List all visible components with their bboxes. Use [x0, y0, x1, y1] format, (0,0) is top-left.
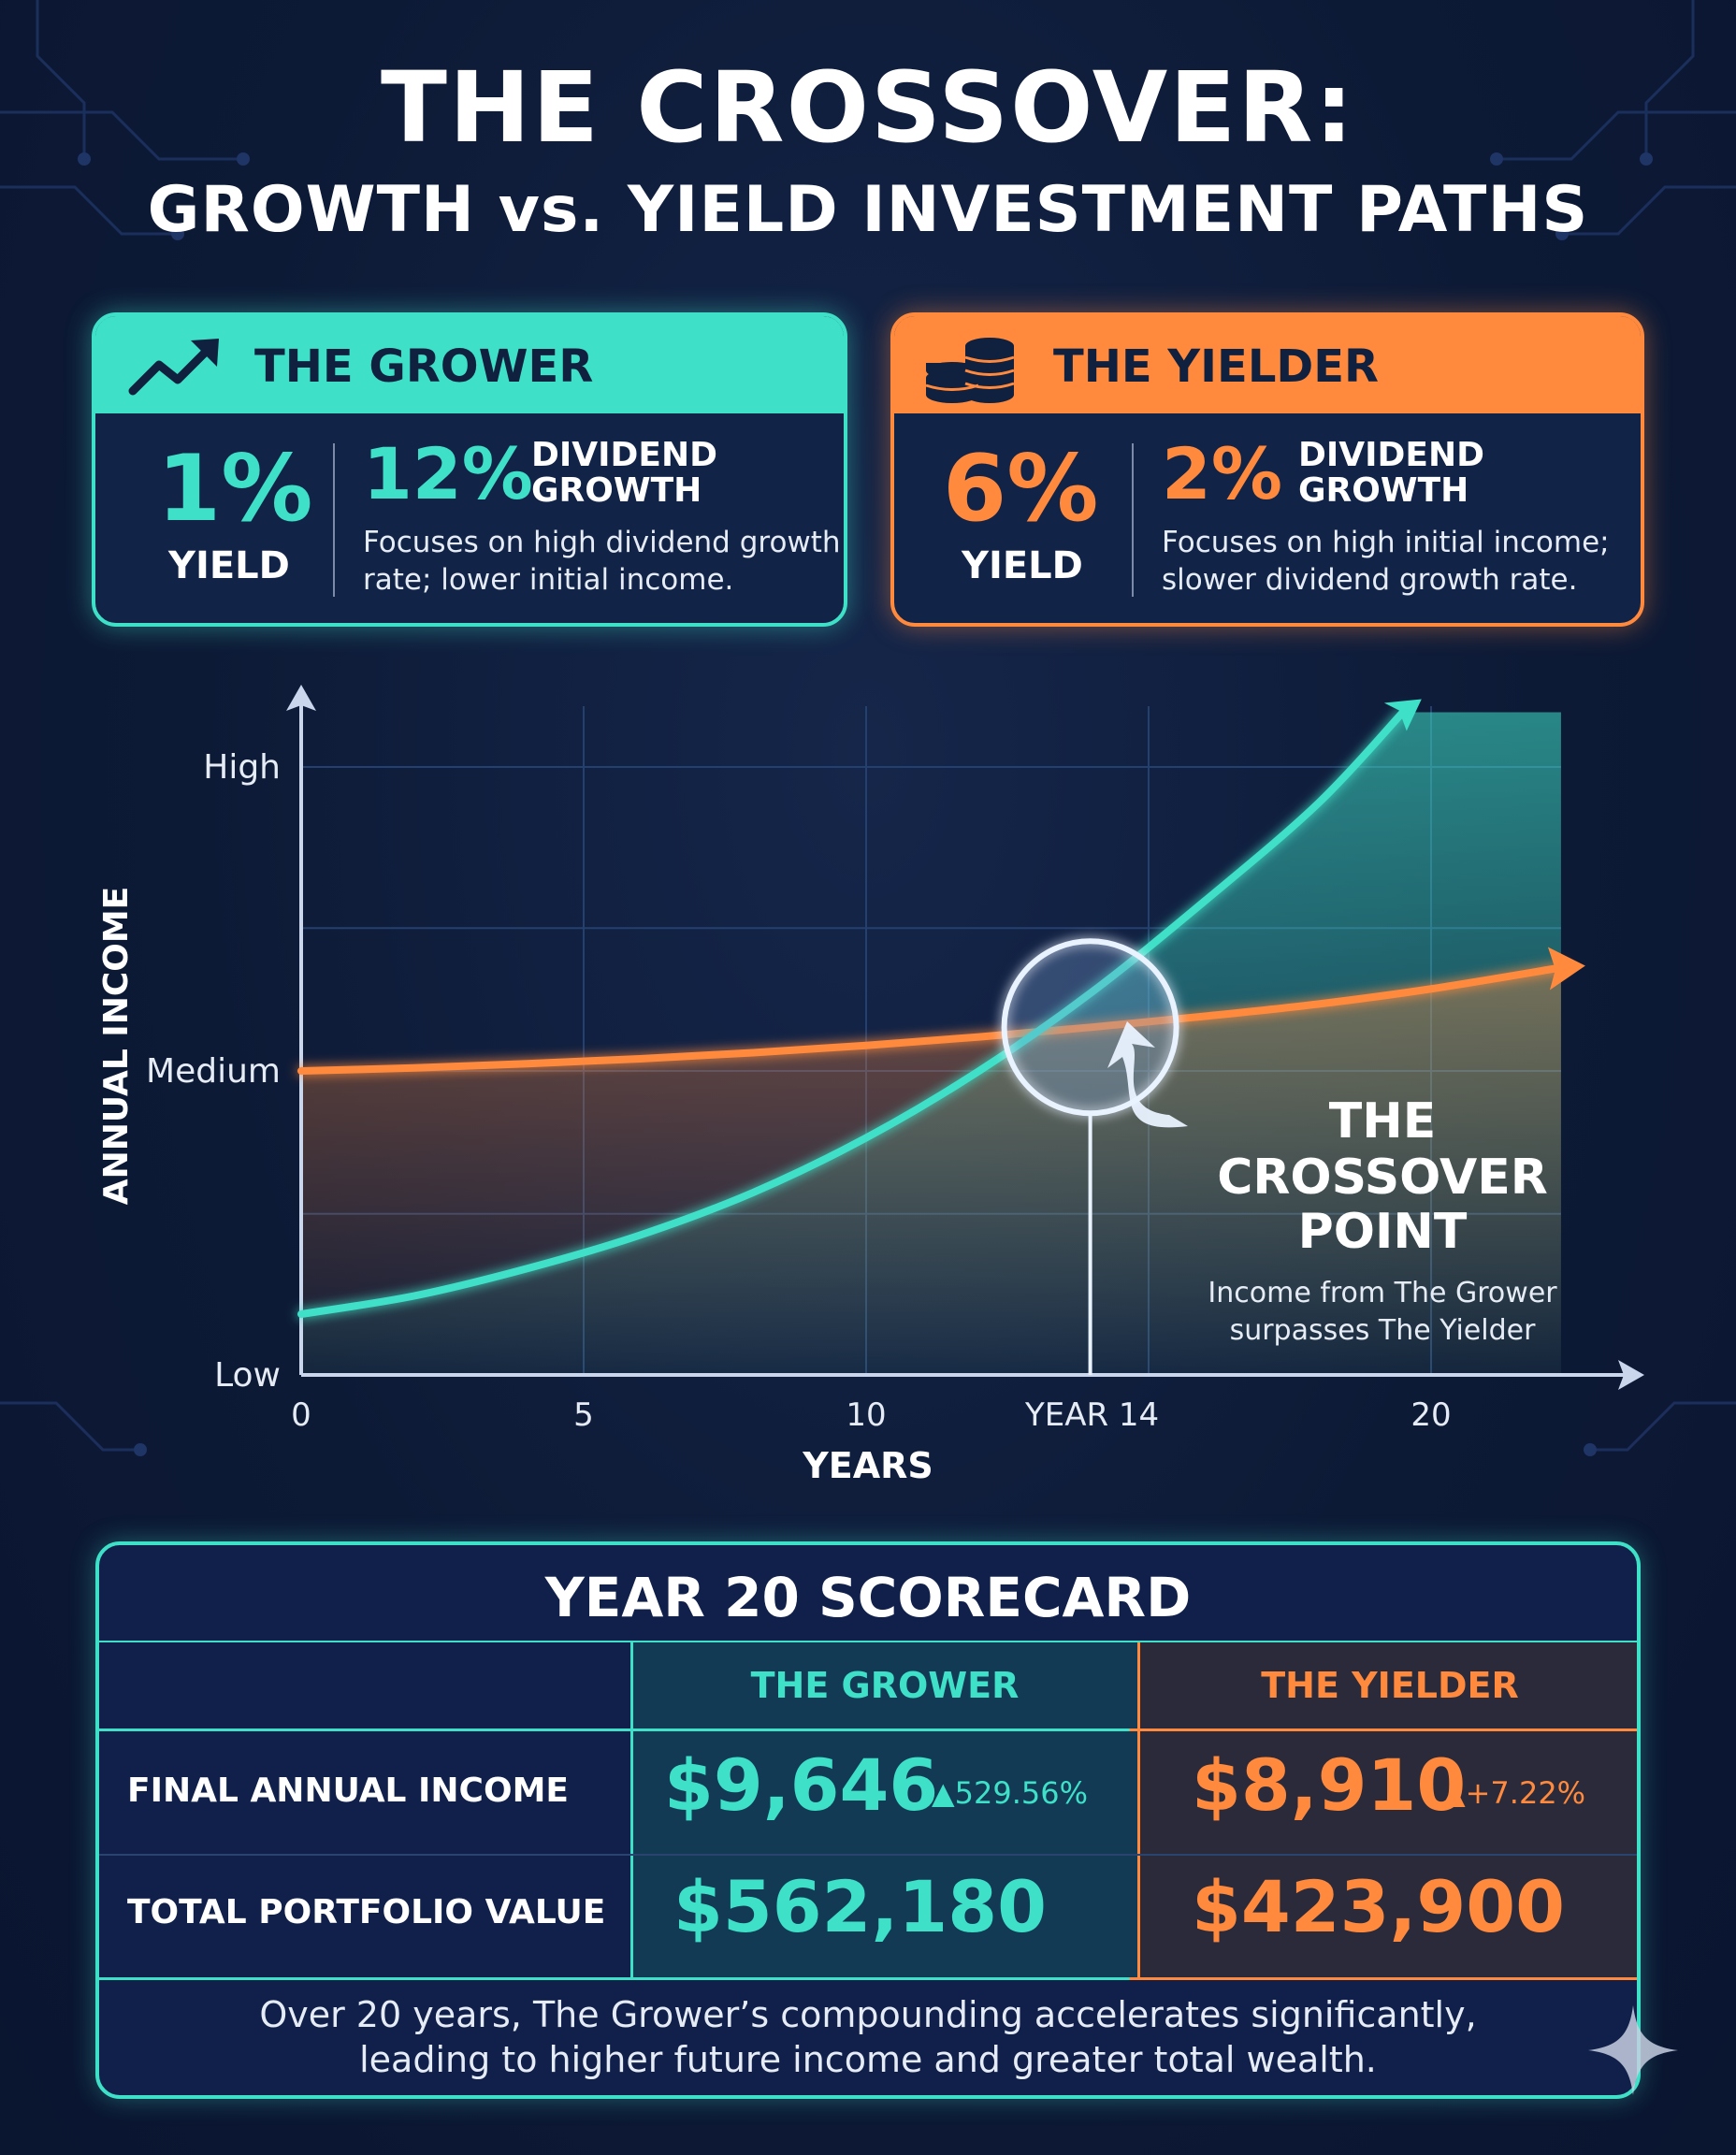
grower-income-change: ▲529.56% [932, 1775, 1088, 1811]
header-divider [99, 1728, 1637, 1731]
y-axis-arrow [286, 685, 316, 711]
yielder-desc-2: slower dividend growth rate. [1162, 563, 1578, 597]
yielder-growth-label-2: GROWTH [1298, 471, 1469, 510]
yielder-growth-label-1: DIVIDEND [1298, 436, 1485, 474]
yielder-column-bg [1139, 1642, 1637, 1979]
x-tick-label: YEAR 14 [1024, 1396, 1159, 1434]
y-tick-label: High [203, 748, 281, 787]
yielder-yield-label: YIELD [962, 544, 1083, 587]
yielder-card-header: THE YIELDER [894, 316, 1641, 413]
crossover-circle [1001, 938, 1179, 1117]
scorecard-footer-1: Over 20 years, The Grower’s compounding … [259, 1994, 1477, 2035]
annotation-text-1: Income from The Grower [1208, 1277, 1557, 1309]
yielder-line [297, 963, 1565, 1075]
page-title: THE CROSSOVER: [381, 51, 1355, 165]
yielder-divider [1132, 443, 1134, 597]
yielder-income-change: ▲+7.22% [1442, 1775, 1586, 1811]
grower-desc-2: rate; lower initial income. [363, 563, 734, 597]
yielder-card-title: THE YIELDER [1053, 340, 1379, 393]
grower-portfolio-value: $562,180 [673, 1865, 1048, 1948]
footer-divider [99, 1977, 1637, 1980]
grower-yield-label: YIELD [168, 544, 290, 587]
annotation-text-2: surpasses The Yielder [1230, 1314, 1537, 1347]
y-tick-label: Low [214, 1356, 281, 1395]
crossover-pointer-arrow [1107, 1021, 1188, 1128]
yielder-arrowhead [1547, 947, 1585, 991]
grower-yield-value: 1% [157, 436, 313, 542]
grower-growth-label-2: GROWTH [531, 471, 702, 510]
chart-axes [286, 685, 1644, 1390]
scorecard-header-row [99, 1641, 1637, 1642]
grower-divider [333, 443, 335, 597]
sparkle-icon [1588, 2005, 1678, 2095]
scorecard-title: YEAR 20 SCORECARD [544, 1566, 1192, 1629]
x-axis-arrow [1618, 1360, 1644, 1390]
scorecard: YEAR 20 SCORECARD THE GROWER THE YIELDER… [95, 1541, 1641, 2099]
grower-growth-value: 12% [363, 432, 533, 515]
grower-line [297, 708, 1407, 1318]
x-tick-label: 20 [1410, 1396, 1451, 1434]
x-tick-label: 10 [846, 1396, 886, 1434]
yielder-growth-value: 2% [1162, 432, 1283, 515]
row-label-portfolio-value: TOTAL PORTFOLIO VALUE [127, 1893, 606, 1931]
coin-stack-icon [925, 338, 1015, 403]
annotation-title-1: THE [1329, 1093, 1437, 1150]
chart-lines [297, 699, 1585, 1318]
column-header-yielder: THE YIELDER [1261, 1665, 1519, 1706]
grower-column-border [630, 1642, 633, 1979]
yielder-desc-1: Focuses on high initial income; [1162, 526, 1610, 559]
y-axis-title: ANNUAL INCOME [97, 887, 136, 1206]
grower-growth-label-1: DIVIDEND [531, 436, 718, 474]
x-axis-title: YEARS [802, 1445, 933, 1486]
annotation-title-2: CROSSOVER [1217, 1150, 1548, 1206]
grower-final-income: $9,646 [664, 1743, 939, 1827]
yielder-portfolio-value: $423,900 [1192, 1865, 1566, 1948]
annotation-title-3: POINT [1298, 1204, 1468, 1260]
column-header-grower: THE GROWER [750, 1665, 1020, 1706]
x-tick-label: 5 [573, 1396, 594, 1434]
yielder-final-income: $8,910 [1192, 1743, 1467, 1827]
yielder-column-border [1137, 1642, 1140, 1979]
chart-ticks: 0 5 10 YEAR 14 20 Low Medium High YEARS ANNUAL IN… [97, 748, 1452, 1486]
trend-up-icon [128, 339, 219, 396]
grower-card-title: THE GROWER [254, 340, 594, 393]
y-tick-label: Medium [146, 1052, 281, 1091]
grower-card: THE GROWER 1% YIELD 12% DIVIDEND GROWTH … [92, 312, 847, 627]
yielder-yield-value: 6% [943, 436, 1099, 542]
row-label-final-income: FINAL ANNUAL INCOME [127, 1772, 569, 1810]
grower-arrowhead [1383, 699, 1422, 731]
yielder-card: THE YIELDER 6% YIELD 2% DIVIDEND GROWTH … [890, 312, 1644, 627]
grower-column-bg [632, 1642, 1137, 1979]
scorecard-footer-2: leading to higher future income and grea… [359, 2039, 1377, 2080]
row-divider [99, 1854, 1637, 1856]
grower-card-header: THE GROWER [95, 316, 844, 413]
page-subtitle: GROWTH vs. YIELD INVESTMENT PATHS [147, 173, 1589, 247]
x-tick-label: 0 [291, 1396, 311, 1434]
grower-desc-1: Focuses on high dividend growth [363, 526, 841, 559]
yielder-area [301, 967, 1561, 1375]
chart-areas [301, 712, 1561, 1375]
